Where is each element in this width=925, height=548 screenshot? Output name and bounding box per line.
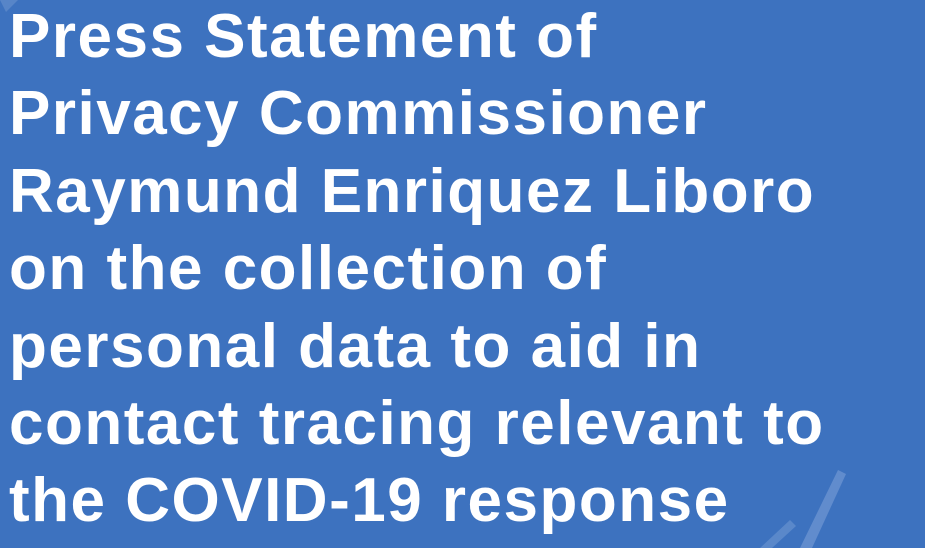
headline-line: on the collection of xyxy=(9,230,825,307)
headline-line: personal data to aid in xyxy=(9,308,825,385)
headline-line: Raymund Enriquez Liboro xyxy=(9,153,825,230)
headline-line: Press Statement of xyxy=(9,0,825,75)
banner: Press Statement ofPrivacy CommissionerRa… xyxy=(0,0,925,548)
headline-line: the COVID-19 response xyxy=(9,462,825,539)
headline-line: Privacy Commissioner xyxy=(9,75,825,152)
headline-line: contact tracing relevant to xyxy=(9,385,825,462)
